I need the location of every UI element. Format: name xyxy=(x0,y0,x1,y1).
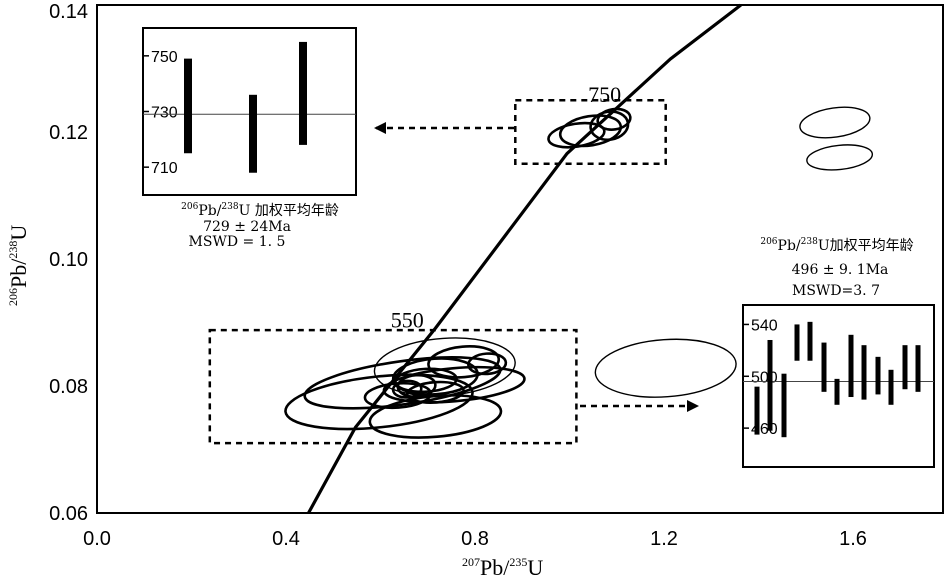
x-axis-title: 207Pb/235U xyxy=(462,555,543,579)
error-ellipse xyxy=(405,380,465,404)
inset-550-caption-line1: 206Pb/238U加权平均年龄 xyxy=(760,237,913,254)
x-title-sup2: 235 xyxy=(509,555,527,569)
inset-550-cap-t1: Pb/ xyxy=(778,238,801,254)
ellipse-layer xyxy=(284,106,874,439)
inset-age-bar xyxy=(781,373,787,438)
error-ellipse xyxy=(799,106,871,139)
error-ellipse xyxy=(373,337,516,397)
y-tick-label: 0.12 xyxy=(49,122,88,144)
error-ellipse xyxy=(363,381,432,410)
inset-750-cap-sup2: 238 xyxy=(221,202,238,212)
inset-550-cap-t2: U加权平均年龄 xyxy=(818,238,914,254)
plot-frame xyxy=(96,4,944,514)
inset-550-cap-sup2: 238 xyxy=(801,237,818,247)
inset-age-bar xyxy=(902,345,908,390)
concordia-curve xyxy=(307,3,742,514)
inset-age-bar xyxy=(848,334,854,398)
y-tick-label: 0.08 xyxy=(49,376,88,398)
inset-age-bar xyxy=(888,369,894,405)
error-ellipse xyxy=(396,373,437,399)
y-title-sup1: 206 xyxy=(6,288,20,306)
inset-tick-label: 750 xyxy=(151,49,178,66)
inset-tick-label: 500 xyxy=(751,369,778,386)
inset-age-bar xyxy=(861,345,867,400)
inset-750-cap-t2: U 加权平均年龄 xyxy=(239,203,339,219)
error-ellipse xyxy=(467,352,508,376)
y-title-base1: Pb/ xyxy=(6,258,31,288)
inset-750-ticks: 710 730 750 xyxy=(143,49,356,177)
error-ellipse xyxy=(394,367,458,394)
x-tick-label: 1.2 xyxy=(650,528,678,550)
y-tick-label: 0.06 xyxy=(49,503,88,525)
x-title-base1: Pb/ xyxy=(480,555,510,579)
inset-750-cap-sup1: 206 xyxy=(181,202,198,212)
error-ellipse xyxy=(427,345,501,379)
x-tick-label: 0.4 xyxy=(272,528,300,550)
inset-age-bar xyxy=(184,58,192,154)
y-tick-label: 0.14 xyxy=(49,1,88,23)
inset-age-bar xyxy=(794,324,800,361)
concordia-label-750: 750 xyxy=(588,82,621,107)
x-tick-labels: 0.0 0.4 0.8 1.2 1.6 xyxy=(83,528,867,550)
inset-750-caption-line1: 206Pb/238U 加权平均年龄 xyxy=(181,202,339,219)
inset-age-bar xyxy=(299,41,307,145)
y-title-base2: U xyxy=(6,225,31,241)
x-tick-label: 0.0 xyxy=(83,528,111,550)
error-ellipse xyxy=(806,144,874,171)
y-tick-labels: 0.06 0.08 0.10 0.12 0.14 xyxy=(49,1,88,525)
inset-age-bar xyxy=(767,339,773,431)
x-tick-label: 1.6 xyxy=(839,528,867,550)
y-title-sup2: 238 xyxy=(6,241,20,259)
inset-750-caption-line3: MSWD = 1. 5 xyxy=(189,234,286,250)
box-750 xyxy=(514,99,667,165)
x-title-sup1: 207 xyxy=(462,555,480,569)
inset-750-cap-t1: Pb/ xyxy=(198,203,221,219)
inset-age-bar xyxy=(249,94,257,173)
inset-age-bar xyxy=(834,378,840,405)
inset-550-bars xyxy=(754,321,921,438)
inset-550-caption-line3: MSWD=3. 7 xyxy=(792,283,880,299)
inset-550-caption-line2: 496 ± 9. 1Ma xyxy=(792,262,889,278)
inset-age-bar xyxy=(807,321,813,361)
concordia-label-550: 550 xyxy=(391,308,424,333)
inset-tick-label: 710 xyxy=(151,160,178,177)
inset-age-bar xyxy=(754,386,760,435)
inset-750: 710 730 750 206Pb/238U 加权平均年龄 729 ± 24Ma M… xyxy=(142,27,357,250)
x-tick-label: 0.8 xyxy=(461,528,489,550)
inset-age-bar xyxy=(915,345,921,392)
y-tick-label: 0.10 xyxy=(49,249,88,271)
x-title-base2: U xyxy=(527,555,543,579)
error-ellipse xyxy=(596,107,632,131)
inset-tick-label: 730 xyxy=(151,105,178,122)
box-550 xyxy=(208,328,578,445)
dashed-box-layer xyxy=(208,99,667,445)
y-axis-title: 206Pb/238U xyxy=(6,225,31,306)
inset-age-bar xyxy=(821,342,827,392)
error-ellipse xyxy=(594,338,737,398)
inset-tick-label: 540 xyxy=(751,317,778,334)
inset-550-cap-sup1: 206 xyxy=(760,237,777,247)
concordia-layer xyxy=(307,3,742,514)
inset-750-bars xyxy=(184,41,307,173)
error-ellipse xyxy=(558,114,623,148)
inset-750-caption-line2: 729 ± 24Ma xyxy=(203,219,291,235)
inset-age-bar xyxy=(875,356,881,395)
